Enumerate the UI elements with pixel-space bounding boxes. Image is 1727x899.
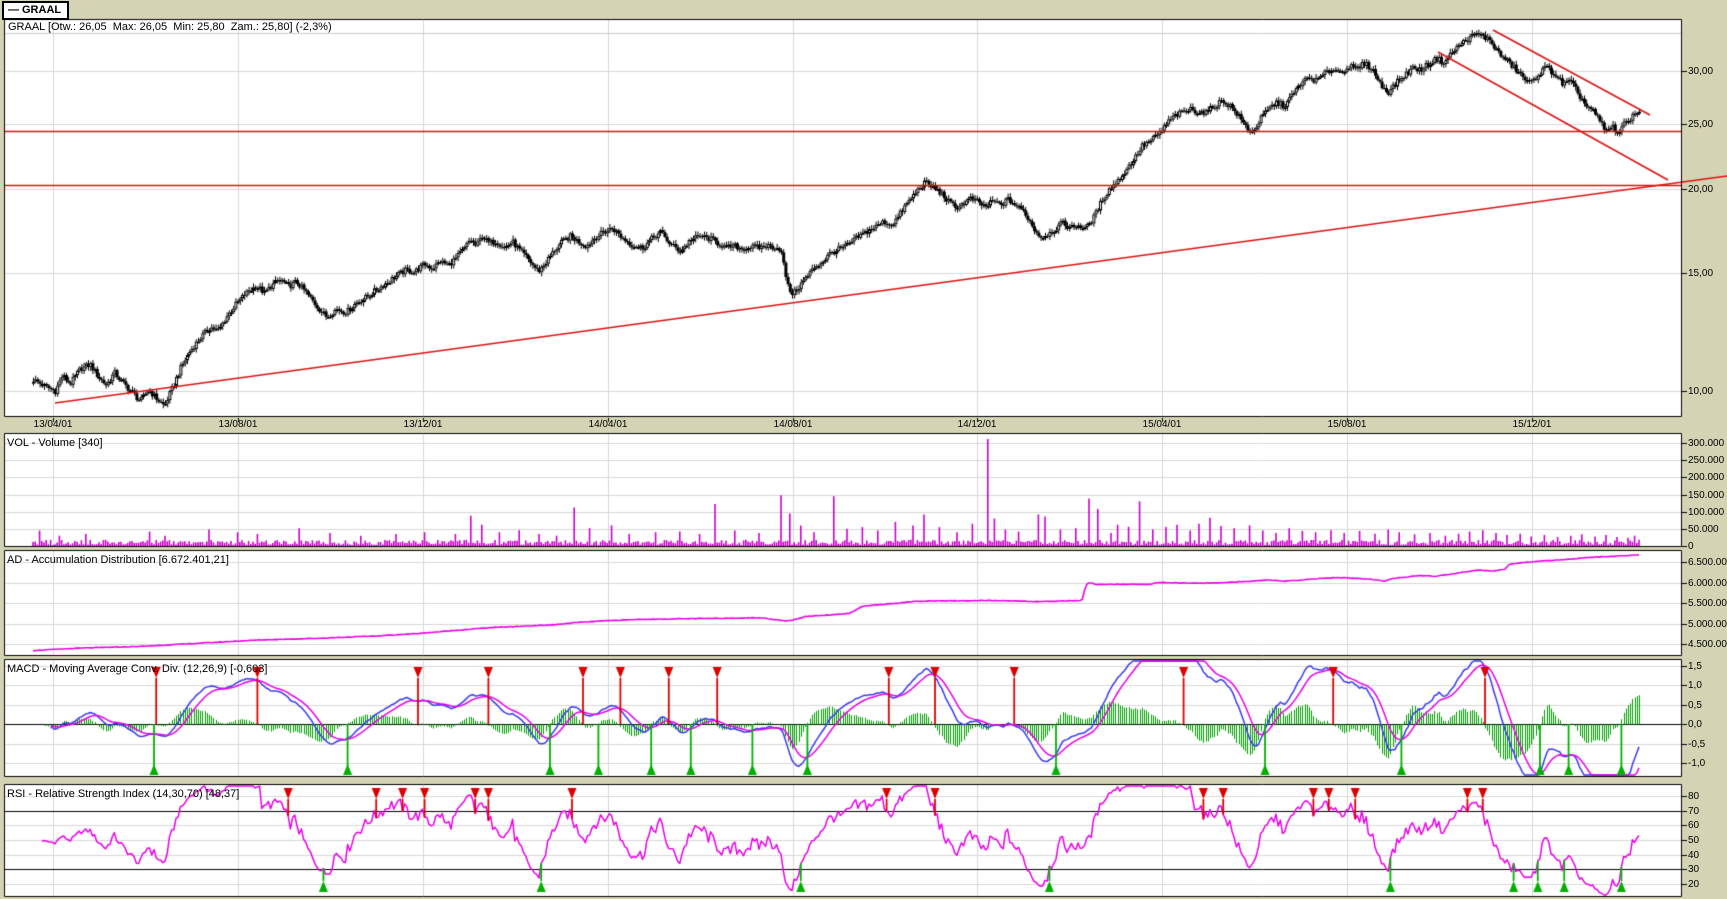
macd-y-tick-label: -1,0 xyxy=(1688,758,1706,769)
price-panel-header: GRAAL [Otw.: 26,05 Max: 26,05 Min: 25,80… xyxy=(8,21,332,33)
macd-y-tick-label: 1,5 xyxy=(1688,661,1702,672)
x-tick-label: 15/12/01 xyxy=(1512,419,1552,430)
macd-y-tick-label: 0,0 xyxy=(1688,719,1702,730)
ad-y-tick-label: 5.000.000 xyxy=(1688,619,1727,630)
ad-y-tick-label: 4.500.000 xyxy=(1688,639,1727,650)
ad-panel-header: AD - Accumulation Distribution [6.672.40… xyxy=(7,554,229,566)
minimize-icon: — xyxy=(8,4,19,16)
price-y-tick-label: 15,00 xyxy=(1688,268,1714,279)
rsi-y-tick-label: 20 xyxy=(1688,879,1700,890)
ad-y-tick-label: 5.500.000 xyxy=(1688,598,1727,609)
x-tick-label: 15/08/01 xyxy=(1327,419,1367,430)
rsi-y-tick-label: 70 xyxy=(1688,806,1700,817)
rsi-y-tick-label: 50 xyxy=(1688,835,1700,846)
rsi-y-tick-label: 40 xyxy=(1688,850,1700,861)
price-y-tick-label: 25,00 xyxy=(1688,119,1714,130)
volume-y-tick-label: 200.000 xyxy=(1688,472,1725,483)
macd-y-tick-label: 0,5 xyxy=(1688,700,1702,711)
volume-y-tick-label: 150.000 xyxy=(1688,490,1725,501)
macd-y-tick-label: 1,0 xyxy=(1688,680,1702,691)
x-tick-label: 13/08/01 xyxy=(218,419,258,430)
rsi-panel-header: RSI - Relative Strength Index (14,30,70)… xyxy=(7,788,240,800)
rsi-y-tick-label: 30 xyxy=(1688,864,1700,875)
volume-y-tick-label: 50.000 xyxy=(1688,524,1719,535)
ad-y-tick-label: 6.000.000 xyxy=(1688,578,1727,589)
window-tab-label: GRAAL xyxy=(22,4,62,16)
price-y-tick-label: 20,00 xyxy=(1688,184,1714,195)
window-tab[interactable]: — GRAAL xyxy=(2,1,70,20)
price-y-tick-label: 30,00 xyxy=(1688,66,1714,77)
ad-y-tick-label: 6.500.000 xyxy=(1688,557,1727,568)
volume-panel-header: VOL - Volume [340] xyxy=(7,437,103,449)
x-tick-label: 14/12/01 xyxy=(957,419,997,430)
x-tick-label: 13/04/01 xyxy=(33,419,73,430)
rsi-y-tick-label: 60 xyxy=(1688,820,1700,831)
x-tick-label: 15/04/01 xyxy=(1142,419,1182,430)
x-tick-label: 14/08/01 xyxy=(773,419,813,430)
price-y-tick-label: 10,00 xyxy=(1688,386,1714,397)
x-tick-label: 14/04/01 xyxy=(588,419,628,430)
macd-y-tick-label: -0,5 xyxy=(1688,739,1706,750)
volume-y-tick-label: 300.000 xyxy=(1688,438,1725,449)
volume-y-tick-label: 250.000 xyxy=(1688,455,1725,466)
volume-y-tick-label: 0 xyxy=(1688,541,1694,552)
volume-y-tick-label: 100.000 xyxy=(1688,507,1725,518)
x-tick-label: 13/12/01 xyxy=(403,419,443,430)
macd-panel-header: MACD - Moving Average Conv. Div. (12,26,… xyxy=(7,663,268,675)
rsi-y-tick-label: 80 xyxy=(1688,791,1700,802)
